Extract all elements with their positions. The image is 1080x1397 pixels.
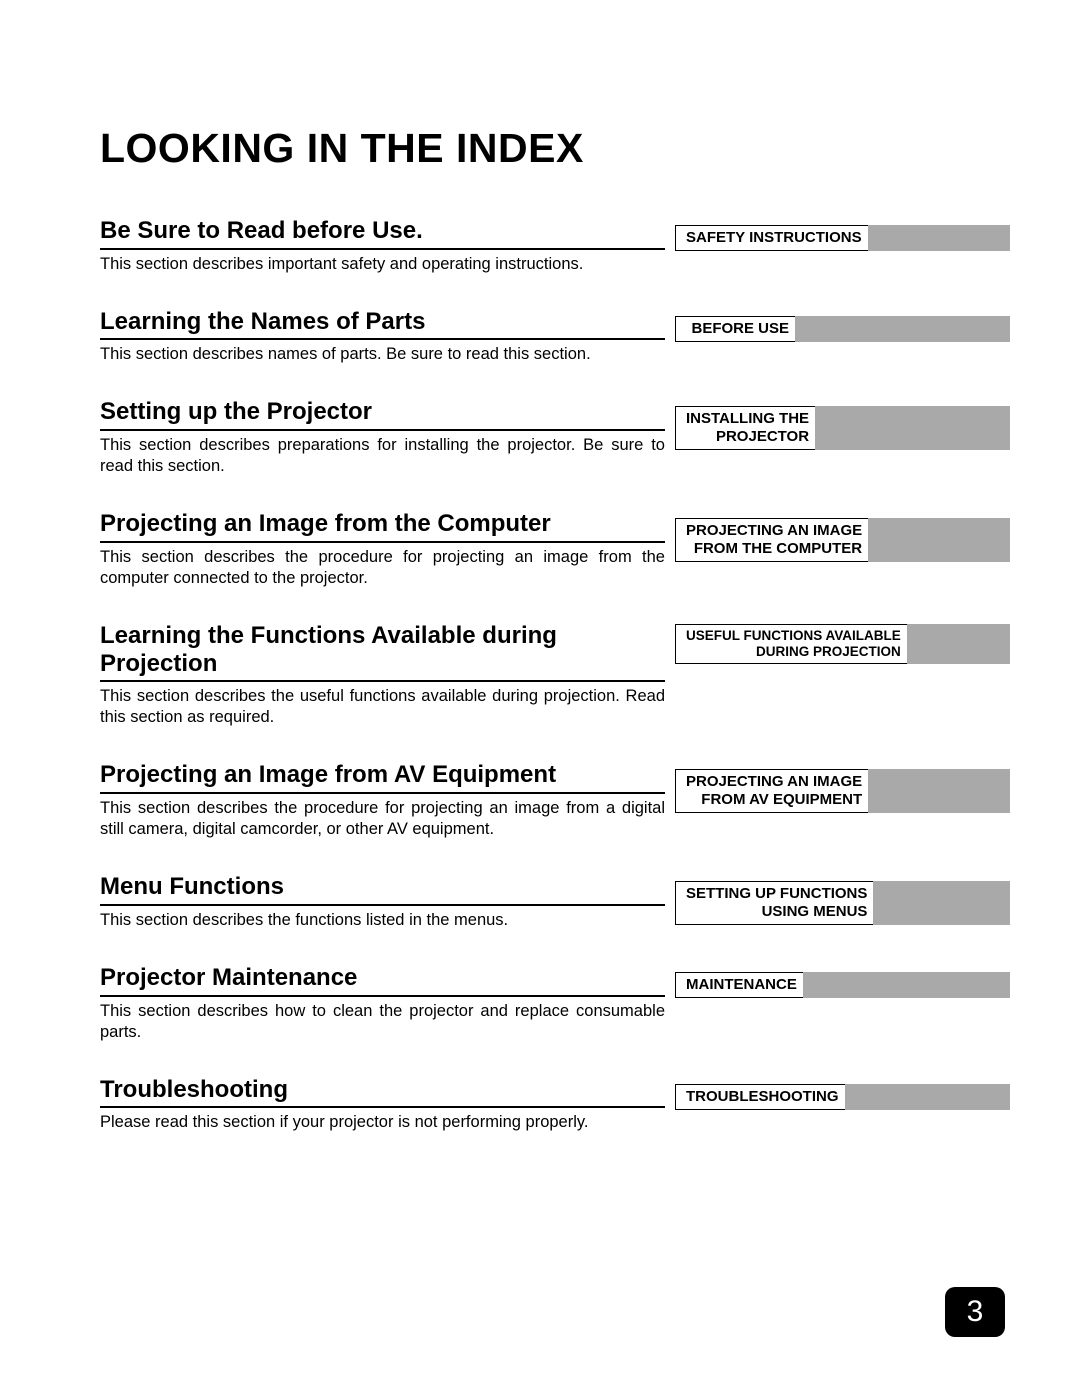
index-section: Menu Functions This section describes th… xyxy=(100,873,1010,931)
section-heading: Menu Functions xyxy=(100,873,665,906)
tab-label: BEFORE USE xyxy=(675,316,795,342)
section-left: Projecting an Image from the Computer Th… xyxy=(100,510,665,589)
section-desc: This section describes the procedure for… xyxy=(100,798,665,840)
section-heading: Learning the Names of Parts xyxy=(100,308,665,341)
section-tab: PROJECTING AN IMAGE FROM THE COMPUTER xyxy=(675,518,1010,562)
section-tab: SAFETY INSTRUCTIONS xyxy=(675,225,1010,251)
section-tab: INSTALLING THE PROJECTOR xyxy=(675,406,1010,450)
tab-block xyxy=(815,406,1010,450)
section-heading: Setting up the Projector xyxy=(100,398,665,431)
tab-block xyxy=(803,972,1010,998)
tab-label: SAFETY INSTRUCTIONS xyxy=(675,225,868,251)
index-section: Learning the Functions Available during … xyxy=(100,622,1010,728)
page-title: LOOKING IN THE INDEX xyxy=(100,125,1010,172)
section-left: Projecting an Image from AV Equipment Th… xyxy=(100,761,665,840)
tab-label: PROJECTING AN IMAGE FROM THE COMPUTER xyxy=(675,518,868,562)
index-section: Setting up the Projector This section de… xyxy=(100,398,1010,477)
tab-label: MAINTENANCE xyxy=(675,972,803,998)
tab-label: USEFUL FUNCTIONS AVAILABLE DURING PROJEC… xyxy=(675,624,907,664)
section-heading: Projecting an Image from the Computer xyxy=(100,510,665,543)
tab-block xyxy=(868,769,1010,813)
page: LOOKING IN THE INDEX Be Sure to Read bef… xyxy=(0,0,1080,1397)
section-left: Troubleshooting Please read this section… xyxy=(100,1076,665,1134)
tab-block xyxy=(868,225,1010,251)
section-tab: MAINTENANCE xyxy=(675,972,1010,998)
index-section: Troubleshooting Please read this section… xyxy=(100,1076,1010,1134)
section-desc: This section describes the functions lis… xyxy=(100,910,665,931)
tab-block xyxy=(873,881,1010,925)
section-heading: Learning the Functions Available during … xyxy=(100,622,665,682)
tab-block xyxy=(868,518,1010,562)
section-tab: BEFORE USE xyxy=(675,316,1010,342)
section-desc: This section describes names of parts. B… xyxy=(100,344,665,365)
section-desc: This section describes the procedure for… xyxy=(100,547,665,589)
index-section: Be Sure to Read before Use. This section… xyxy=(100,217,1010,275)
section-heading: Projecting an Image from AV Equipment xyxy=(100,761,665,794)
section-left: Setting up the Projector This section de… xyxy=(100,398,665,477)
section-tab: USEFUL FUNCTIONS AVAILABLE DURING PROJEC… xyxy=(675,624,1010,664)
tab-block xyxy=(845,1084,1011,1110)
section-tab: PROJECTING AN IMAGE FROM AV EQUIPMENT xyxy=(675,769,1010,813)
section-left: Menu Functions This section describes th… xyxy=(100,873,665,931)
tab-block xyxy=(795,316,1010,342)
tab-block xyxy=(907,624,1010,664)
page-number: 3 xyxy=(945,1287,1005,1337)
section-tab: SETTING UP FUNCTIONS USING MENUS xyxy=(675,881,1010,925)
section-desc: This section describes how to clean the … xyxy=(100,1001,665,1043)
section-desc: This section describes important safety … xyxy=(100,254,665,275)
index-section: Learning the Names of Parts This section… xyxy=(100,308,1010,366)
section-desc: Please read this section if your project… xyxy=(100,1112,665,1133)
tab-label: PROJECTING AN IMAGE FROM AV EQUIPMENT xyxy=(675,769,868,813)
index-section: Projector Maintenance This section descr… xyxy=(100,964,1010,1043)
section-heading: Projector Maintenance xyxy=(100,964,665,997)
section-left: Learning the Names of Parts This section… xyxy=(100,308,665,366)
section-heading: Be Sure to Read before Use. xyxy=(100,217,665,250)
section-left: Projector Maintenance This section descr… xyxy=(100,964,665,1043)
index-section: Projecting an Image from the Computer Th… xyxy=(100,510,1010,589)
section-desc: This section describes preparations for … xyxy=(100,435,665,477)
section-left: Be Sure to Read before Use. This section… xyxy=(100,217,665,275)
section-left: Learning the Functions Available during … xyxy=(100,622,665,728)
tab-label: TROUBLESHOOTING xyxy=(675,1084,845,1110)
section-heading: Troubleshooting xyxy=(100,1076,665,1109)
tab-label: SETTING UP FUNCTIONS USING MENUS xyxy=(675,881,873,925)
index-section: Projecting an Image from AV Equipment Th… xyxy=(100,761,1010,840)
section-tab: TROUBLESHOOTING xyxy=(675,1084,1010,1110)
section-desc: This section describes the useful functi… xyxy=(100,686,665,728)
tab-label: INSTALLING THE PROJECTOR xyxy=(675,406,815,450)
